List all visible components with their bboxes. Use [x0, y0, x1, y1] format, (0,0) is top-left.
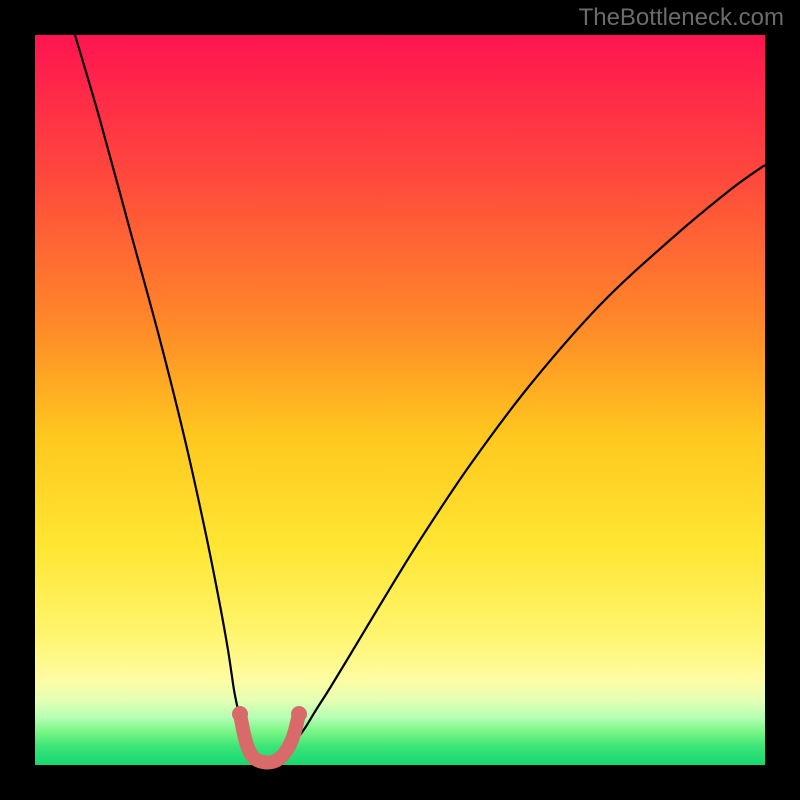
watermark-text: TheBottleneck.com: [579, 4, 784, 32]
chart-svg: [0, 0, 800, 800]
highlight-end-dot-0: [232, 706, 248, 722]
highlight-segment: [240, 714, 299, 763]
highlight-end-dot-1: [291, 706, 307, 722]
bottleneck-curve: [75, 35, 765, 763]
